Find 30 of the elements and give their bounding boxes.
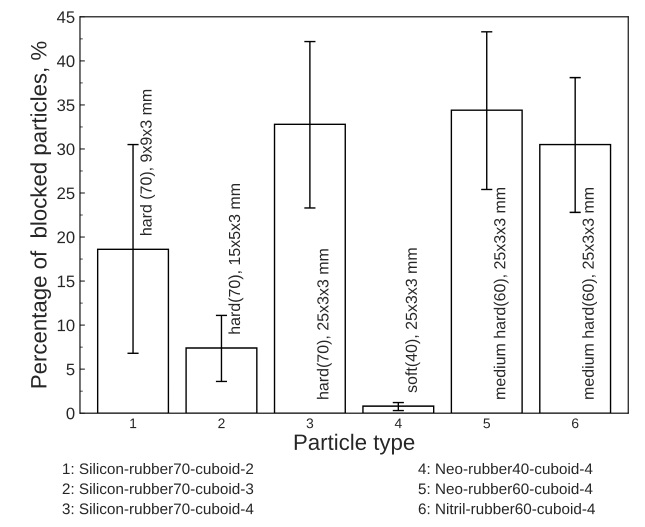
y-tick-label: 15 — [58, 276, 74, 288]
x-tick-label: 3 — [306, 418, 314, 428]
annotation: medium hard(60), 25x3x3 mm — [582, 188, 597, 399]
text: 6: Nitril-rubber60-cuboid-4 — [418, 503, 595, 514]
x-tick-label: 6 — [572, 418, 578, 428]
annotation: soft(40), 25x3x3 mm — [405, 248, 420, 392]
text: 5: Neo-rubber60-cuboid-4 — [418, 482, 592, 494]
text: 4: Neo-rubber40-cuboid-4 — [418, 462, 592, 474]
x-axis-title: Particle type — [294, 434, 414, 454]
y-tick-label: 0 — [66, 408, 74, 420]
y-tick-label: 35 — [57, 99, 74, 112]
annotation: hard(70), 25x3x3 mm — [316, 249, 332, 399]
annotation: hard(70), 15x5x3 mm — [228, 184, 244, 334]
y-axis-title: Percentage of blocked particles, % — [30, 42, 52, 388]
y-tick-label: 30 — [57, 143, 74, 156]
x-tick-label: 5 — [483, 418, 490, 428]
x-tick-label: 1 — [130, 418, 136, 428]
text: 1: Silicon-rubber70-cuboid-2 — [63, 462, 254, 474]
annotation: medium hard(60), 25x3x3 mm — [494, 188, 509, 399]
y-tick-label: 10 — [58, 320, 74, 332]
text: 2: Silicon-rubber70-cuboid-3 — [62, 482, 254, 494]
annotation: hard (70), 9x9x3 mm — [140, 90, 155, 236]
y-tick-label: 45 — [56, 11, 74, 24]
y-tick-label: 40 — [56, 55, 74, 68]
y-tick-label: 5 — [66, 364, 74, 376]
y-tick-label: 20 — [57, 231, 74, 244]
x-tick-label: 2 — [218, 418, 225, 428]
y-tick-label: 25 — [57, 187, 74, 200]
x-tick-label: 4 — [394, 418, 402, 428]
text: 3: Silicon-rubber70-cuboid-4 — [62, 503, 254, 514]
